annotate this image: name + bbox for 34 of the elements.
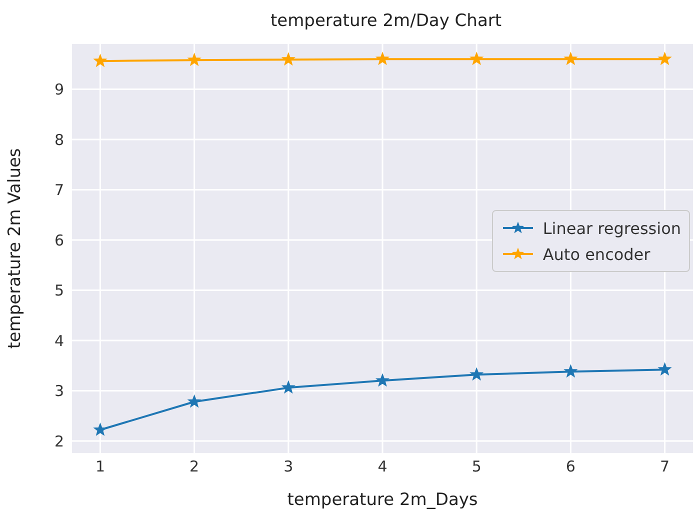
y-tick-label: 8 — [54, 130, 64, 149]
point — [376, 374, 389, 386]
x-axis-title: temperature 2m_Days — [287, 490, 478, 510]
y-tick-label: 6 — [54, 231, 64, 250]
x-tick-label: 7 — [660, 458, 670, 476]
x-tick-label: 2 — [190, 458, 200, 476]
x-tick-label: 6 — [566, 458, 576, 476]
y-tick-label: 5 — [54, 282, 64, 300]
y-tick-label: 3 — [54, 382, 64, 400]
point — [94, 423, 106, 436]
point — [376, 52, 389, 64]
x-tick-label: 3 — [284, 458, 294, 476]
y-tick-label: 7 — [54, 181, 64, 200]
y-tick-label: 4 — [54, 332, 64, 350]
point — [564, 52, 577, 64]
point — [94, 54, 106, 66]
y-axis-title: temperature 2m Values — [5, 148, 26, 349]
legend-label: Linear regression — [542, 218, 681, 238]
point — [564, 365, 577, 377]
point — [188, 395, 201, 408]
point — [470, 52, 483, 64]
point — [282, 381, 295, 394]
chart-title: temperature 2m/Day Chart — [270, 11, 502, 31]
point — [658, 52, 671, 64]
point — [282, 53, 295, 65]
x-tick-label: 5 — [472, 458, 482, 476]
x-tick-label: 1 — [95, 458, 105, 476]
x-tick-label: 4 — [378, 458, 388, 476]
point — [658, 363, 671, 375]
point — [470, 368, 483, 380]
y-tick-label: 2 — [54, 432, 64, 450]
y-tick-label: 9 — [54, 80, 64, 99]
legend-label: Auto encoder — [542, 244, 650, 264]
point — [188, 54, 201, 66]
